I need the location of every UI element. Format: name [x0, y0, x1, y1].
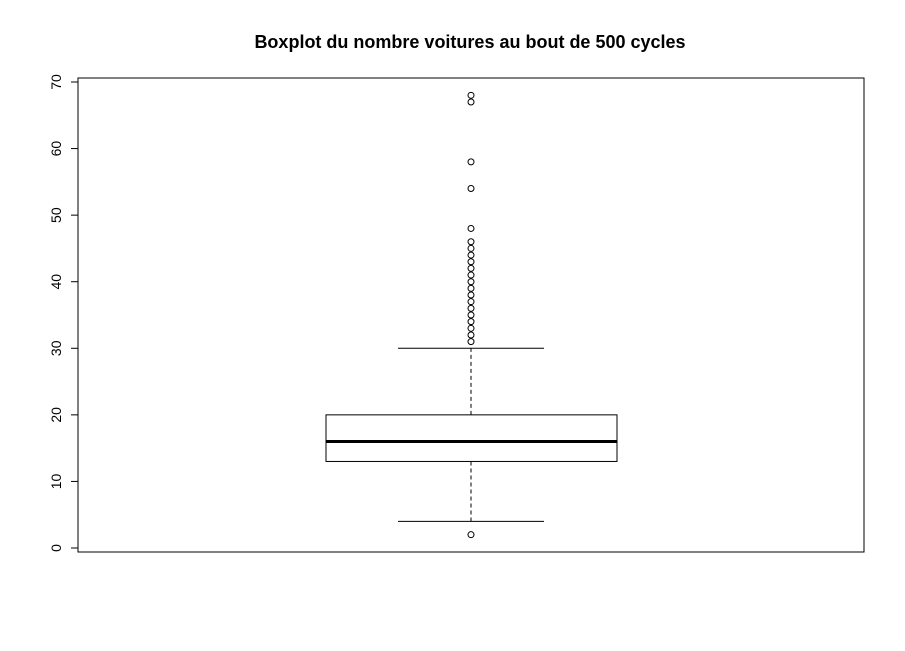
outlier-point: [467, 91, 475, 99]
outlier-point: [467, 258, 475, 266]
chart-title: Boxplot du nombre voitures au bout de 50…: [254, 32, 685, 52]
outlier-point: [467, 271, 475, 279]
outlier-point: [467, 238, 475, 246]
y-tick-label: 40: [48, 274, 64, 290]
box-plot: [325, 347, 618, 522]
outlier-point: [467, 311, 475, 319]
outlier-point: [467, 224, 475, 232]
outlier-point: [467, 158, 475, 166]
outlier-point: [467, 98, 475, 106]
outlier-point: [467, 185, 475, 193]
outlier-point: [467, 531, 475, 539]
outlier-point: [467, 264, 475, 272]
outlier-points: [467, 91, 475, 539]
outlier-point: [467, 278, 475, 286]
outlier-point: [467, 284, 475, 292]
y-tick-label: 20: [48, 407, 64, 423]
outlier-point: [467, 251, 475, 259]
y-tick-label: 50: [48, 207, 64, 223]
y-tick-label: 0: [48, 544, 64, 552]
plot-frame: [77, 77, 865, 553]
y-tick-label: 10: [48, 473, 64, 489]
y-axis: 0 10 20 30 40 50 60 70: [48, 74, 79, 552]
outlier-point: [467, 318, 475, 326]
outlier-point: [467, 291, 475, 299]
outlier-point: [467, 298, 475, 306]
y-tick-label: 30: [48, 340, 64, 356]
outlier-point: [467, 304, 475, 312]
outlier-point: [467, 244, 475, 252]
outlier-point: [467, 331, 475, 339]
outlier-point: [467, 324, 475, 332]
y-tick-label: 60: [48, 141, 64, 157]
interquartile-box: [325, 414, 618, 462]
y-tick-label: 70: [48, 74, 64, 90]
outlier-point: [467, 338, 475, 346]
